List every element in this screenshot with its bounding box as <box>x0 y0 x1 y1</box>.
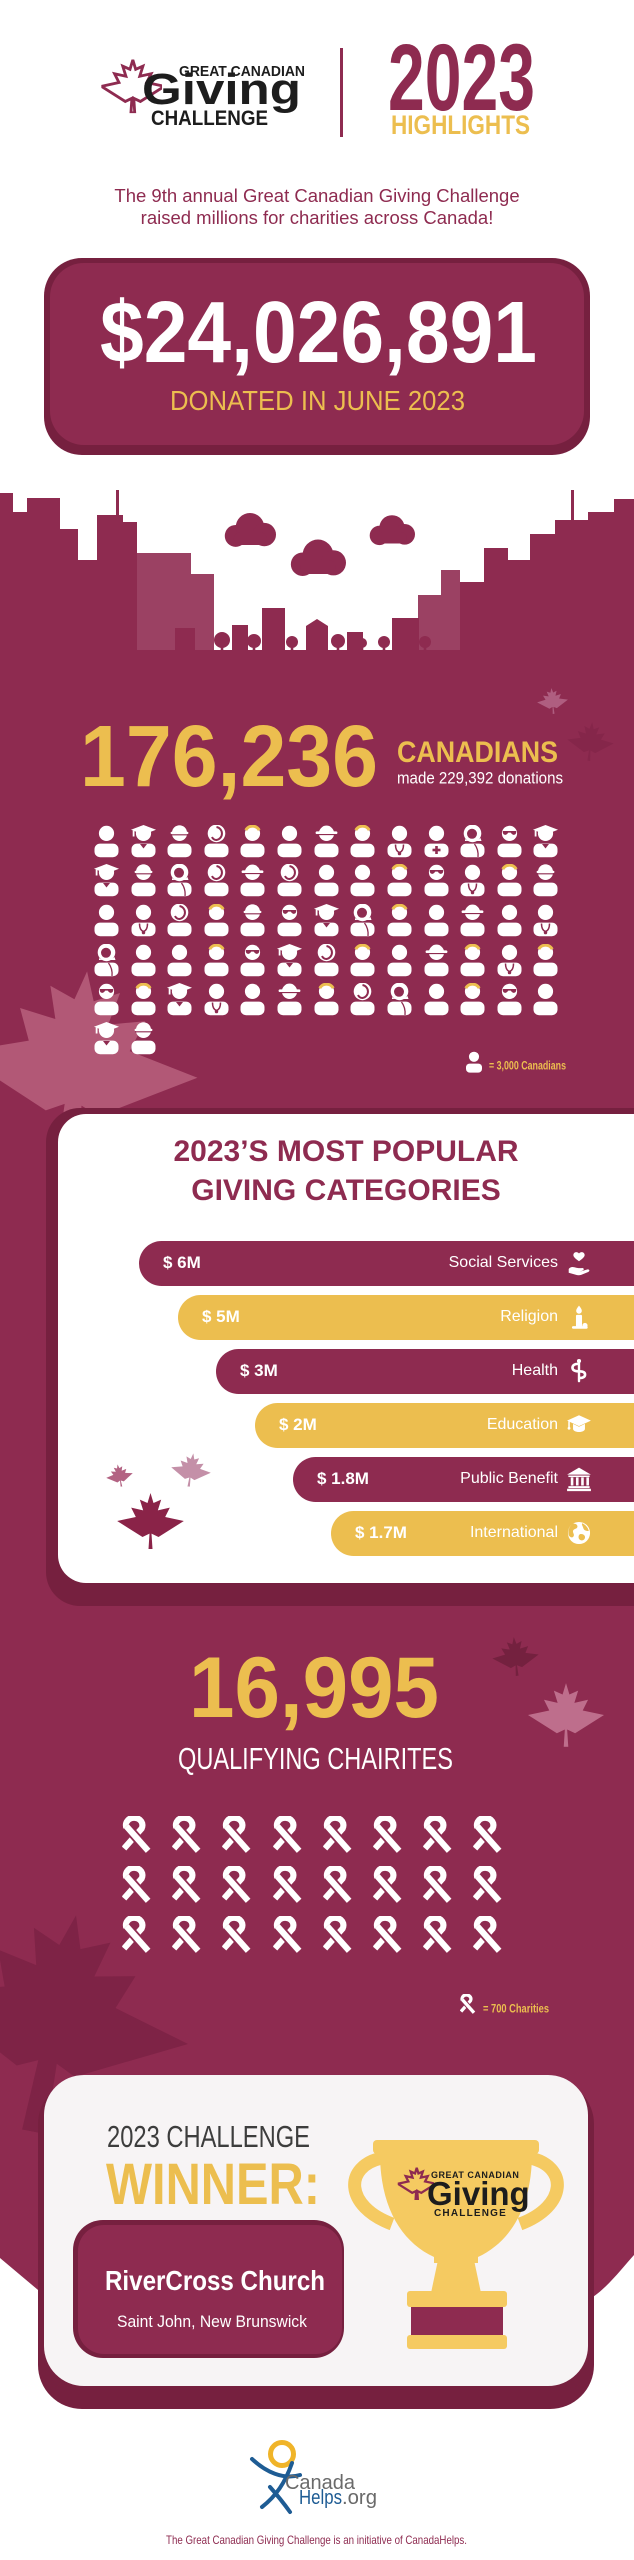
svg-text:GREAT CANADIAN: GREAT CANADIAN <box>179 63 305 80</box>
svg-text:Giving: Giving <box>427 2175 530 2212</box>
svg-text:Giving: Giving <box>142 65 301 114</box>
svg-text:2023 CHALLENGE: 2023 CHALLENGE <box>107 2119 310 2154</box>
svg-text:Helps: Helps <box>299 2487 342 2509</box>
svg-text:RiverCross Church: RiverCross Church <box>105 2265 325 2296</box>
svg-text:WINNER:: WINNER: <box>106 2152 320 2217</box>
svg-text:$24,026,891: $24,026,891 <box>100 284 537 381</box>
svg-text:CHALLENGE: CHALLENGE <box>151 107 268 130</box>
svg-text:The Great Canadian Giving Chal: The Great Canadian Giving Challenge is a… <box>166 2533 467 2547</box>
svg-text:Canada: Canada <box>285 2472 356 2494</box>
svg-text:QUALIFYING CHAIRITES: QUALIFYING CHAIRITES <box>178 1741 453 1776</box>
svg-text:HIGHLIGHTS: HIGHLIGHTS <box>391 110 530 140</box>
svg-text:CHALLENGE: CHALLENGE <box>434 2208 507 2219</box>
svg-text:16,995: 16,995 <box>189 1640 439 1736</box>
svg-text:made 229,392 donations: made 229,392 donations <box>397 769 563 787</box>
svg-text:176,236: 176,236 <box>80 708 378 805</box>
svg-text:= 3,000 Canadians: = 3,000 Canadians <box>489 1060 566 1072</box>
svg-text:GREAT CANADIAN: GREAT CANADIAN <box>431 2170 519 2180</box>
svg-text:.org: .org <box>342 2487 377 2509</box>
svg-text:2023: 2023 <box>388 25 535 131</box>
svg-text:Saint John, New Brunswick: Saint John, New Brunswick <box>117 2312 307 2331</box>
svg-text:CANADIANS: CANADIANS <box>397 736 558 769</box>
svg-text:DONATED IN JUNE 2023: DONATED IN JUNE 2023 <box>170 385 465 416</box>
svg-text:= 700 Charities: = 700 Charities <box>483 2003 549 2015</box>
